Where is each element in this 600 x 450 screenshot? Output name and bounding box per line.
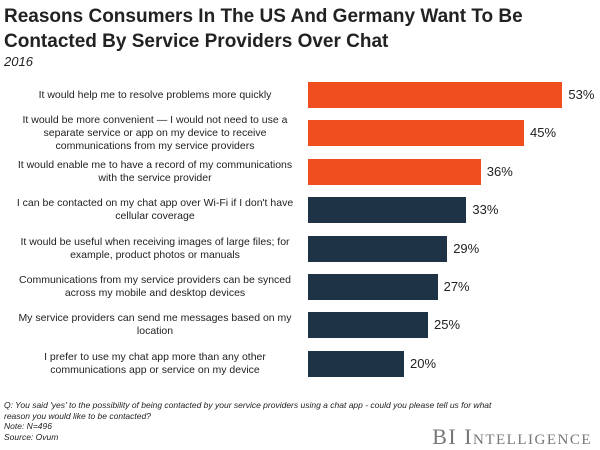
value-label: 20%	[410, 355, 437, 371]
brand-logo: BI Intelligence	[432, 424, 592, 449]
value-label: 45%	[530, 125, 557, 141]
footnote: Note: N=496	[4, 421, 52, 431]
value-label: 33%	[472, 202, 499, 218]
value-label: 36%	[486, 163, 513, 179]
footnotes: Q: You said 'yes' to the possibility of …	[4, 400, 504, 442]
chart-subtitle: 2016	[4, 54, 33, 69]
category-label: It would be more convenient — I would no…	[22, 113, 288, 152]
category-label: It would help me to resolve problems mor…	[38, 88, 272, 101]
bar	[308, 235, 448, 262]
category-label: I prefer to use my chat app more than an…	[44, 350, 266, 376]
bar	[308, 158, 481, 185]
value-label: 53%	[568, 87, 595, 102]
bar	[308, 312, 428, 339]
category-label: It would enable me to have a record of m…	[17, 158, 293, 184]
value-label: 25%	[434, 317, 461, 333]
bar	[308, 197, 467, 224]
category-label: Communications from my service providers…	[19, 274, 291, 299]
bar	[308, 274, 438, 300]
footnote: Q: You said 'yes' to the possibility of …	[4, 400, 492, 421]
value-label: 29%	[453, 240, 480, 256]
bar	[308, 350, 404, 377]
category-label: My service providers can send me message…	[18, 312, 292, 338]
footnote: Source: Ovum	[4, 431, 59, 442]
category-label: It would be useful when receiving images…	[20, 235, 290, 261]
bar	[308, 82, 563, 108]
chart-title: Reasons Consumers In The US And Germany …	[4, 6, 523, 52]
value-label: 27%	[443, 279, 470, 294]
category-label: I can be contacted on my chat app over W…	[16, 197, 294, 223]
bar	[308, 120, 524, 147]
